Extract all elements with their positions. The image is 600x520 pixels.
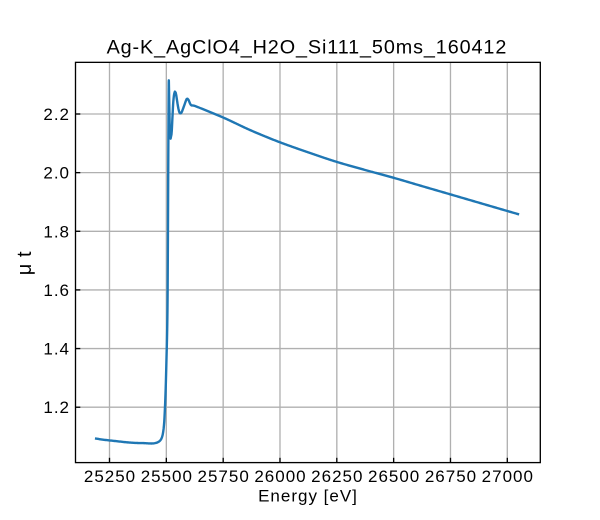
svg-text:2.2: 2.2: [43, 105, 70, 124]
svg-text:1.6: 1.6: [43, 281, 70, 300]
svg-text:26000: 26000: [254, 467, 306, 486]
svg-text:Energy [eV]: Energy [eV]: [258, 487, 358, 506]
svg-text:1.2: 1.2: [43, 398, 70, 417]
svg-text:25500: 25500: [141, 467, 193, 486]
svg-text:2.0: 2.0: [43, 164, 70, 183]
svg-text:26500: 26500: [368, 467, 420, 486]
svg-text:27000: 27000: [482, 467, 534, 486]
svg-text:Ag-K_AgClO4_H2O_Si111_50ms_160: Ag-K_AgClO4_H2O_Si111_50ms_160412: [107, 36, 508, 58]
svg-text:26250: 26250: [311, 467, 363, 486]
svg-text:μ t: μ t: [14, 251, 36, 275]
svg-text:25750: 25750: [198, 467, 250, 486]
svg-text:25250: 25250: [84, 467, 136, 486]
svg-text:1.4: 1.4: [43, 340, 70, 359]
svg-text:26750: 26750: [425, 467, 477, 486]
svg-text:1.8: 1.8: [43, 222, 70, 241]
